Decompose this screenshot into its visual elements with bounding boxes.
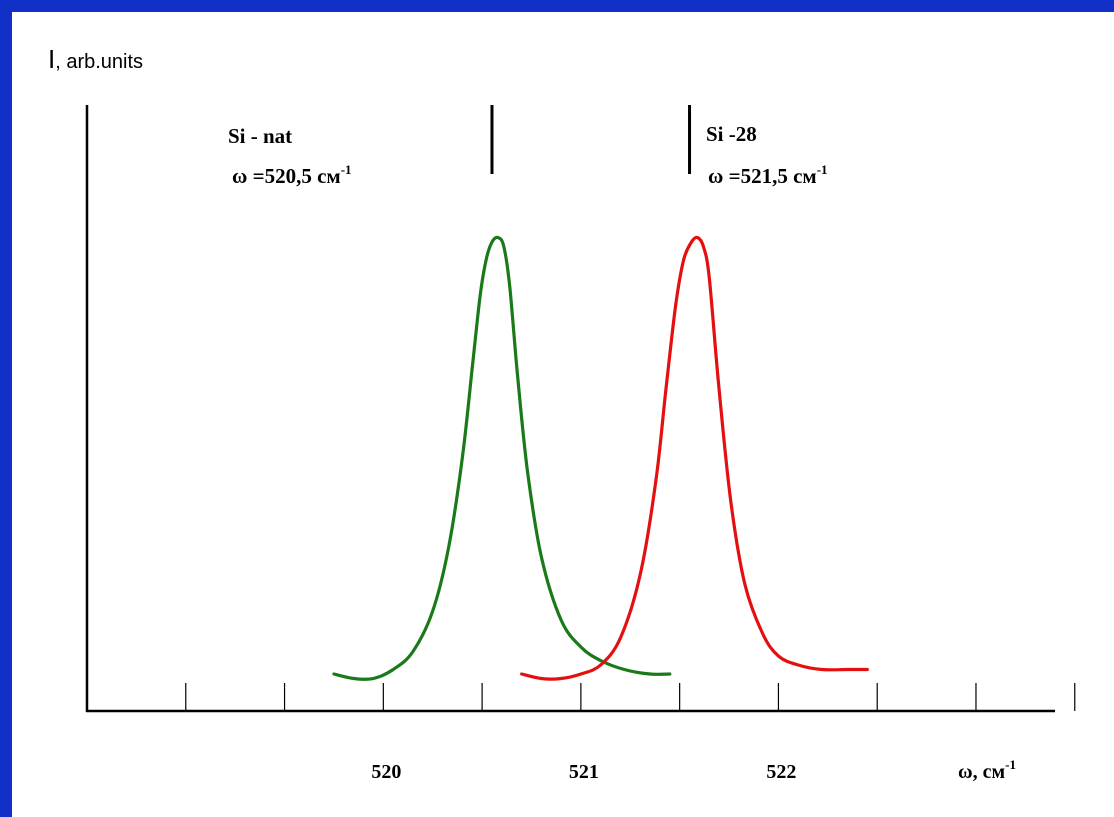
y-axis-label-text: , arb.units [55, 51, 143, 73]
x-tick-label-1: 521 [569, 761, 599, 783]
x-tick-label-2: 522 [766, 761, 796, 783]
annotation-frequency-sup-1: -1 [817, 162, 828, 177]
annotation-label-0: Si - nat [228, 124, 292, 148]
annotation-frequency-sup-0: -1 [341, 162, 352, 177]
annotation-frequency-value-1: ω =521,5 см [708, 164, 817, 188]
x-axis-label: ω, см-1 [958, 757, 1016, 783]
x-axis-label-main: ω, см [958, 761, 1005, 783]
annotation-frequency-0: ω =520,5 см-1 [232, 162, 352, 188]
annotation-label-1: Si -28 [706, 122, 757, 146]
series-line-1 [520, 235, 869, 681]
annotation-frequency-1: ω =521,5 см-1 [708, 162, 828, 188]
series-line-0 [332, 235, 672, 681]
annotation-frequency-value-0: ω =520,5 см [232, 164, 341, 188]
x-tick-label-0: 520 [371, 761, 401, 783]
y-axis-label: I, arb.units [48, 44, 143, 74]
x-axis-label-sup: -1 [1005, 757, 1016, 772]
y-axis-label-symbol: I [48, 44, 55, 74]
